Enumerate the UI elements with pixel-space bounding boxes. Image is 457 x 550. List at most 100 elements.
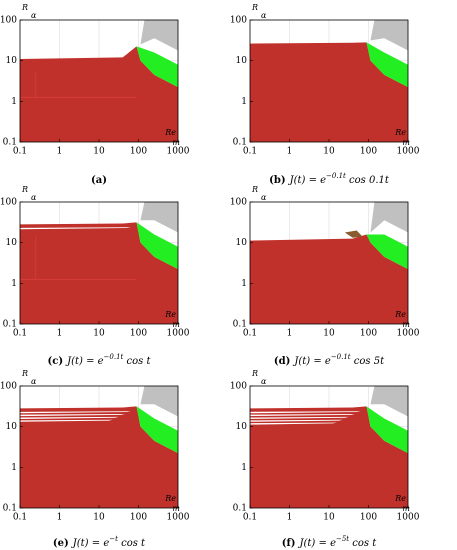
white-band	[20, 416, 119, 419]
white-band	[20, 419, 113, 422]
x-tick-label: 1	[57, 329, 63, 339]
x-tick-label: 0.1	[243, 329, 257, 339]
x-tick-label: 100	[130, 147, 147, 157]
unstable-region	[140, 202, 178, 233]
x-tick-label: 1	[287, 513, 293, 523]
caption: (f) J(t) = e−5t cos t	[282, 535, 378, 549]
caption: (c) J(t) = e−0.1t cos t	[48, 353, 152, 367]
white-band	[250, 414, 355, 417]
y-tick-label: 1	[11, 97, 17, 107]
green-region	[136, 222, 178, 270]
y-axis-label: R	[251, 3, 258, 12]
y-axis-label: R	[21, 3, 28, 12]
green-region	[366, 42, 408, 88]
caption-formula: −0.1t	[331, 353, 351, 361]
caption: (a)	[91, 175, 107, 186]
y-tick-label: 1	[11, 279, 17, 289]
x-axis-label-sub: m	[402, 138, 410, 147]
caption-formula: cos t	[118, 538, 146, 549]
speckle	[344, 230, 363, 238]
y-axis-label: R	[251, 185, 258, 194]
stable-region	[20, 222, 178, 324]
caption-formula: −0.1t	[326, 172, 346, 180]
y-axis-label: R	[251, 369, 258, 378]
y-tick-label: 10	[236, 422, 248, 432]
x-axis-label-sub: m	[172, 138, 180, 147]
x-tick-label: 10	[323, 329, 335, 339]
x-tick-label: 100	[130, 513, 147, 523]
caption-tag: (d)	[274, 356, 290, 367]
white-band	[250, 422, 337, 425]
white-band	[20, 411, 131, 414]
caption-tag: (e)	[53, 538, 69, 549]
y-tick-label: 1	[241, 279, 247, 289]
stable-region	[250, 406, 408, 508]
x-tick-label: 0.1	[13, 147, 27, 157]
y-tick-label: 0.1	[3, 320, 17, 330]
caption-tag: (f)	[282, 538, 296, 549]
unstable-region	[370, 202, 408, 233]
caption-formula: J(t) = e	[292, 356, 331, 367]
green-region	[136, 406, 178, 454]
caption-formula: cos 5t	[351, 356, 385, 367]
caption-tag: (b)	[269, 175, 285, 186]
green-region	[366, 234, 408, 270]
green-region	[136, 46, 178, 88]
y-tick-label: 0.1	[233, 320, 247, 330]
x-axis-label: Re	[394, 310, 406, 319]
caption-formula: −5t	[336, 535, 349, 543]
y-tick-label: 0.1	[233, 138, 247, 148]
unstable-region	[370, 20, 408, 51]
x-tick-label: 1000	[397, 329, 420, 339]
green-region	[366, 406, 408, 454]
x-tick-label: 100	[360, 513, 377, 523]
x-axis-label: Re	[394, 494, 406, 503]
y-tick-label: 100	[230, 16, 247, 26]
x-tick-label: 100	[360, 329, 377, 339]
x-axis-label: Re	[164, 128, 176, 137]
panel: 0.1 1 10 100 1000 0.1 1 10 100 Rα Rem (a)	[0, 3, 190, 186]
x-axis-label: Re	[164, 494, 176, 503]
unstable-region	[370, 386, 408, 417]
x-axis-label: Re	[394, 128, 406, 137]
caption-formula: J(t) = e	[71, 538, 110, 549]
caption-formula: cos 0.1t	[346, 175, 390, 186]
stable-region	[250, 42, 408, 142]
y-tick-label: 10	[236, 56, 248, 66]
x-tick-label: 0.1	[13, 329, 27, 339]
panel: 0.1 1 10 100 1000 0.1 1 10 100 Rα Rem (b) J(t) = e−0…	[230, 3, 420, 186]
panel: 0.1 1 10 100 1000 0.1 1 10 100 Rα Rem (c) J(t) = e−0…	[0, 185, 190, 367]
panel: 0.1 1 10 100 1000 0.1 1 10 100 Rα Rem (e) J(t) = e−t…	[0, 369, 190, 549]
y-axis-label-sub: α	[261, 193, 267, 202]
unstable-region	[140, 386, 178, 417]
y-tick-label: 100	[230, 198, 247, 208]
x-tick-label: 1	[287, 147, 293, 157]
x-axis-label-sub: m	[172, 320, 180, 329]
x-axis-label-sub: m	[402, 320, 410, 329]
caption-formula: cos t	[123, 356, 151, 367]
y-axis-label: R	[21, 369, 28, 378]
y-tick-label: 100	[0, 382, 17, 392]
y-axis-label-sub: α	[31, 11, 37, 20]
y-tick-label: 10	[6, 238, 18, 248]
y-axis-label-sub: α	[31, 193, 37, 202]
y-axis-label-sub: α	[261, 377, 267, 386]
caption-tag: (a)	[91, 175, 107, 186]
white-band	[20, 414, 125, 417]
panel: 0.1 1 10 100 1000 0.1 1 10 100 Rα Rem (d) J(t) = e−0…	[230, 185, 420, 367]
caption-formula: J(t) = e	[288, 175, 327, 186]
x-tick-label: 10	[323, 147, 335, 157]
x-tick-label: 10	[93, 147, 105, 157]
x-tick-label: 1000	[167, 513, 190, 523]
caption: (d) J(t) = e−0.1t cos 5t	[274, 353, 385, 367]
y-tick-label: 100	[230, 382, 247, 392]
y-axis-label: R	[21, 185, 28, 194]
x-axis-label: Re	[164, 310, 176, 319]
x-tick-label: 1000	[397, 147, 420, 157]
x-tick-label: 1000	[167, 147, 190, 157]
y-tick-label: 1	[241, 97, 247, 107]
x-tick-label: 1	[57, 147, 63, 157]
panel: 0.1 1 10 100 1000 0.1 1 10 100 Rα Rem (f) J(t) = e−5…	[230, 369, 420, 549]
x-tick-label: 100	[130, 329, 147, 339]
